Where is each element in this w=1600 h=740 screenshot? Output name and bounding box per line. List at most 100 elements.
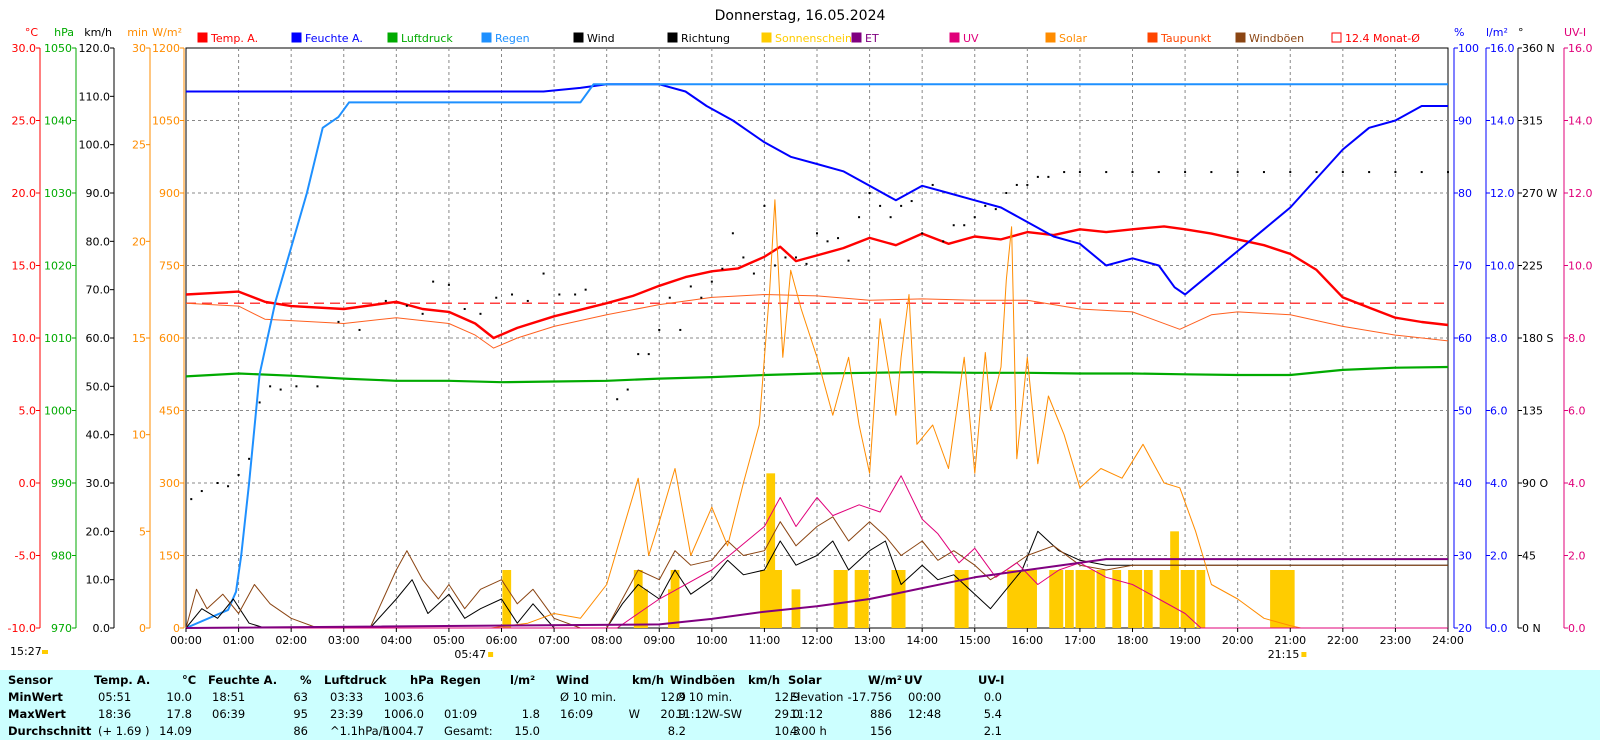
sunshine-bar	[1280, 570, 1290, 628]
direction-point	[1036, 175, 1039, 178]
x-tick-label: 16:00	[1011, 634, 1043, 647]
x-tick-label: 10:00	[696, 634, 728, 647]
y-tick-label: 1010	[44, 332, 72, 345]
direction-point	[1420, 171, 1423, 174]
series-line	[186, 475, 1448, 629]
y-tick-label: 12.0	[1490, 187, 1515, 200]
stats-cell: 1004.7	[383, 724, 424, 738]
sunshine-bar	[1180, 570, 1190, 628]
y-tick-label: 50	[1458, 405, 1472, 418]
y-tick-label: 1050	[44, 42, 72, 55]
direction-point	[316, 385, 319, 388]
legend-label: Temp. A.	[210, 32, 258, 45]
y-tick-label: 150	[159, 550, 180, 563]
series-richtung	[190, 171, 1449, 501]
y-tick-label: 14.0	[1490, 115, 1515, 128]
stats-cell: 886	[870, 707, 892, 721]
stats-cell: 5.4	[983, 707, 1002, 721]
stats-row-label: MinWert	[8, 690, 63, 704]
stats-cell: W-SW	[708, 707, 742, 721]
sunshine-bar	[1128, 570, 1137, 628]
sunshine-bar	[896, 570, 906, 628]
sunset-label: 21:15	[1268, 648, 1300, 661]
direction-point	[421, 312, 424, 315]
stats-row-label: MaxWert	[8, 707, 66, 721]
y-tick-label: 90	[1458, 115, 1472, 128]
direction-point	[700, 296, 703, 299]
y-axis-uv: UV-I 16.0 14.0 12.0 10.0 8.0 6.0 4.0 2.0 0.0	[1563, 26, 1593, 635]
stats-header: Solar	[788, 673, 822, 687]
stats-cell: 1006.0	[383, 707, 424, 721]
direction-point	[921, 232, 924, 235]
x-tick-label: 14:00	[906, 634, 938, 647]
y-axis-unit: min	[127, 26, 148, 39]
legend-swatch	[197, 32, 208, 43]
y-tick-label: 180 S	[1522, 332, 1553, 345]
series-et	[185, 558, 1448, 629]
y-tick-label: 0	[139, 622, 146, 635]
direction-point	[463, 308, 466, 310]
y-axis-rain: l/m² 16.0 14.0 12.0 10.0 8.0 6.0 4.0 2.0 0.0	[1485, 26, 1515, 635]
y-tick-label: 8.0	[1568, 332, 1586, 345]
direction-point	[248, 457, 251, 460]
stats-header: Luftdruck	[324, 673, 387, 687]
sunshine-bar	[1185, 570, 1195, 628]
sunrise-label: 05:47	[454, 648, 486, 661]
series-solar	[186, 199, 1448, 629]
y-axis-unit: %	[1454, 26, 1464, 39]
x-tick-label: 09:00	[643, 634, 675, 647]
chart-title: Donnerstag, 16.05.2024	[715, 8, 886, 24]
sunset-marker	[1301, 652, 1307, 657]
y-tick-label: -10.0	[8, 622, 36, 635]
direction-point	[1341, 171, 1344, 174]
stats-header: hPa	[410, 673, 435, 687]
legend-label: Windböen	[1249, 32, 1304, 45]
legend-item: ET	[851, 32, 879, 45]
series-line	[186, 199, 1448, 629]
y-tick-label: 1040	[44, 115, 72, 128]
sunshine-bar	[1270, 570, 1279, 628]
y-tick-label: 45	[1522, 550, 1536, 563]
direction-point	[258, 401, 261, 404]
y-tick-label: 100	[1458, 42, 1479, 55]
legend-swatch	[291, 32, 302, 43]
legend-label: 12.4 Monat-Ø	[1345, 32, 1420, 45]
y-tick-label: 10.0	[1568, 260, 1593, 273]
stats-header: km/h	[632, 673, 665, 687]
direction-point	[200, 490, 203, 493]
y-tick-label: 15.0	[12, 260, 37, 273]
y-tick-label: 50.0	[86, 380, 111, 393]
y-axis-unit: °C	[25, 26, 39, 39]
y-tick-label: 80.0	[86, 235, 111, 248]
y-tick-label: 450	[159, 405, 180, 418]
direction-point	[616, 398, 619, 401]
legend-item: Feuchte A.	[291, 32, 363, 45]
direction-point	[984, 204, 987, 207]
x-tick-label: 21:00	[1274, 634, 1306, 647]
y-tick-label: 80	[1458, 187, 1472, 200]
direction-point	[942, 240, 945, 243]
y-tick-label: 0.0	[1490, 622, 1508, 635]
stats-cell: 2.1	[983, 724, 1002, 738]
legend-swatch	[1045, 32, 1056, 43]
direction-point	[784, 256, 787, 259]
y-tick-label: 0.0	[19, 477, 37, 490]
legend-label: Taupunkt	[1160, 32, 1212, 45]
sunshine-bar	[1112, 570, 1122, 628]
direction-point	[190, 498, 193, 501]
direction-point	[1157, 171, 1160, 174]
legend-label: Regen	[495, 32, 530, 45]
sunshine-bar	[1007, 570, 1016, 628]
legend-item: Luftdruck	[387, 32, 453, 45]
direction-point	[1289, 171, 1292, 174]
y-axis-unit: l/m²	[1486, 26, 1508, 39]
y-tick-label: 14.0	[1568, 115, 1593, 128]
direction-point	[1026, 183, 1029, 186]
plot-area	[185, 83, 1449, 629]
y-tick-label: 10.0	[12, 332, 37, 345]
legend-item: Richtung	[667, 32, 730, 45]
stats-cell: 14.09	[159, 724, 192, 738]
legend-swatch	[1147, 32, 1158, 43]
stats-header: Wind	[556, 673, 590, 687]
direction-point	[384, 299, 387, 302]
